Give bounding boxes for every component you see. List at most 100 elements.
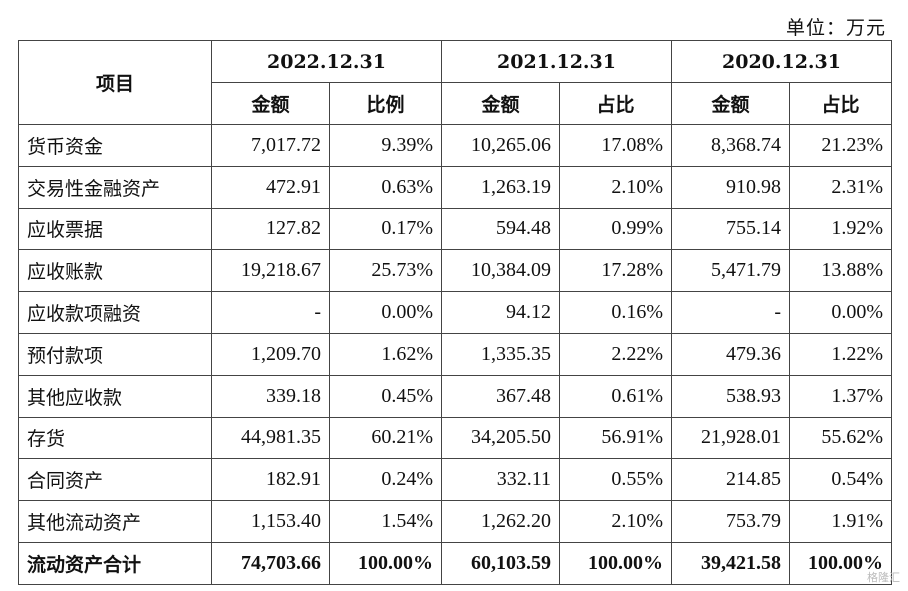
- header-sub: 金额: [671, 82, 790, 125]
- ratio-cell: 100.00%: [559, 541, 672, 585]
- ratio-cell: 0.00%: [789, 291, 892, 334]
- table-row: 其他应收款 339.18 0.45% 367.48 0.61% 538.93 1.37%: [18, 374, 892, 418]
- amount-cell: 182.91: [211, 458, 330, 502]
- amount-cell: 5,471.79: [671, 249, 790, 293]
- header-period: 2021.12.31: [441, 40, 672, 83]
- table-row: 其他流动资产 1,153.40 1.54% 1,262.20 2.10% 753.79 1.…: [18, 500, 892, 543]
- row-label: 应收账款: [18, 249, 212, 293]
- ratio-cell: 13.88%: [789, 249, 892, 293]
- header-period: 2020.12.31: [671, 40, 892, 83]
- table-row: 预付款项 1,209.70 1.62% 1,335.35 2.22% 479.36 1.22…: [18, 332, 892, 376]
- header-item: 项目: [18, 40, 212, 125]
- row-label: 存货: [18, 416, 212, 460]
- ratio-cell: 2.10%: [559, 165, 672, 209]
- table-row: 合同资产 182.91 0.24% 332.11 0.55% 214.85 0.54%: [18, 458, 892, 502]
- ratio-cell: 17.28%: [559, 249, 672, 293]
- ratio-cell: 2.10%: [559, 500, 672, 543]
- amount-cell: 339.18: [211, 374, 330, 418]
- header-sub: 比例: [329, 82, 442, 125]
- ratio-cell: 100.00%: [329, 541, 442, 585]
- amount-cell: 1,263.19: [441, 165, 560, 209]
- header-sub: 金额: [441, 82, 560, 125]
- table-row: 应收账款 19,218.67 25.73% 10,384.09 17.28% 5,471.…: [18, 249, 892, 293]
- row-label: 其他流动资产: [18, 500, 212, 543]
- row-label: 应收款项融资: [18, 291, 212, 334]
- table-row: 交易性金融资产 472.91 0.63% 1,263.19 2.10% 910.98 2.3…: [18, 165, 892, 209]
- ratio-cell: 1.62%: [329, 332, 442, 376]
- header-sub: 金额: [211, 82, 330, 125]
- table-row: 货币资金 7,017.72 9.39% 10,265.06 17.08% 8,368.74…: [18, 124, 892, 167]
- ratio-cell: 0.63%: [329, 165, 442, 209]
- amount-cell: 367.48: [441, 374, 560, 418]
- ratio-cell: 1.54%: [329, 500, 442, 543]
- ratio-cell: 55.62%: [789, 416, 892, 460]
- amount-cell: 44,981.35: [211, 416, 330, 460]
- ratio-cell: 0.16%: [559, 291, 672, 334]
- ratio-cell: 2.31%: [789, 165, 892, 209]
- ratio-cell: 0.45%: [329, 374, 442, 418]
- amount-cell: 472.91: [211, 165, 330, 209]
- ratio-cell: 0.61%: [559, 374, 672, 418]
- ratio-cell: 2.22%: [559, 332, 672, 376]
- amount-cell: 594.48: [441, 207, 560, 251]
- amount-cell: 94.12: [441, 291, 560, 334]
- ratio-cell: 1.92%: [789, 207, 892, 251]
- amount-cell: 1,209.70: [211, 332, 330, 376]
- row-label: 流动资产合计: [18, 541, 212, 585]
- ratio-cell: 0.54%: [789, 458, 892, 502]
- amount-cell: 910.98: [671, 165, 790, 209]
- amount-cell: -: [671, 291, 790, 334]
- ratio-cell: 0.17%: [329, 207, 442, 251]
- row-label: 应收票据: [18, 207, 212, 251]
- ratio-cell: 0.55%: [559, 458, 672, 502]
- table-row: 应收款项融资 -0.00% 94.12 0.16% -0.00%: [18, 291, 892, 334]
- ratio-cell: 25.73%: [329, 249, 442, 293]
- ratio-cell: 60.21%: [329, 416, 442, 460]
- amount-cell: -: [211, 291, 330, 334]
- row-label: 交易性金融资产: [18, 165, 212, 209]
- amount-cell: 21,928.01: [671, 416, 790, 460]
- table-row: 流动资产合计 74,703.66 100.00% 60,103.59 100.00% 39…: [18, 541, 892, 585]
- ratio-cell: 1.91%: [789, 500, 892, 543]
- amount-cell: 39,421.58: [671, 541, 790, 585]
- amount-cell: 34,205.50: [441, 416, 560, 460]
- amount-cell: 60,103.59: [441, 541, 560, 585]
- amount-cell: 755.14: [671, 207, 790, 251]
- header-sub: 占比: [559, 82, 672, 125]
- header-period: 2022.12.31: [211, 40, 442, 83]
- amount-cell: 1,335.35: [441, 332, 560, 376]
- ratio-cell: 0.00%: [329, 291, 442, 334]
- ratio-cell: 9.39%: [329, 124, 442, 167]
- amount-cell: 479.36: [671, 332, 790, 376]
- amount-cell: 10,384.09: [441, 249, 560, 293]
- ratio-cell: 1.37%: [789, 374, 892, 418]
- watermark: 格隆汇: [867, 571, 900, 584]
- amount-cell: 19,218.67: [211, 249, 330, 293]
- ratio-cell: 1.22%: [789, 332, 892, 376]
- amount-cell: 753.79: [671, 500, 790, 543]
- unit-label: 单位：万元: [785, 17, 886, 39]
- amount-cell: 332.11: [441, 458, 560, 502]
- table-row: 应收票据 127.82 0.17% 594.48 0.99% 755.14 1.92%: [18, 207, 892, 251]
- amount-cell: 214.85: [671, 458, 790, 502]
- amount-cell: 1,262.20: [441, 500, 560, 543]
- table-row: 存货 44,981.35 60.21% 34,205.50 56.91% 21,928.0…: [18, 416, 892, 460]
- amount-cell: 8,368.74: [671, 124, 790, 167]
- ratio-cell: 17.08%: [559, 124, 672, 167]
- ratio-cell: 0.24%: [329, 458, 442, 502]
- row-label: 其他应收款: [18, 374, 212, 418]
- row-label: 预付款项: [18, 332, 212, 376]
- row-label: 货币资金: [18, 124, 212, 167]
- ratio-cell: 100.00%: [789, 541, 892, 585]
- current-assets-table: 项目 2022.12.31 2021.12.31 2020.12.31 金额 比…: [18, 40, 892, 585]
- amount-cell: 538.93: [671, 374, 790, 418]
- amount-cell: 10,265.06: [441, 124, 560, 167]
- ratio-cell: 56.91%: [559, 416, 672, 460]
- amount-cell: 127.82: [211, 207, 330, 251]
- amount-cell: 74,703.66: [211, 541, 330, 585]
- ratio-cell: 0.99%: [559, 207, 672, 251]
- row-label: 合同资产: [18, 458, 212, 502]
- ratio-cell: 21.23%: [789, 124, 892, 167]
- amount-cell: 1,153.40: [211, 500, 330, 543]
- amount-cell: 7,017.72: [211, 124, 330, 167]
